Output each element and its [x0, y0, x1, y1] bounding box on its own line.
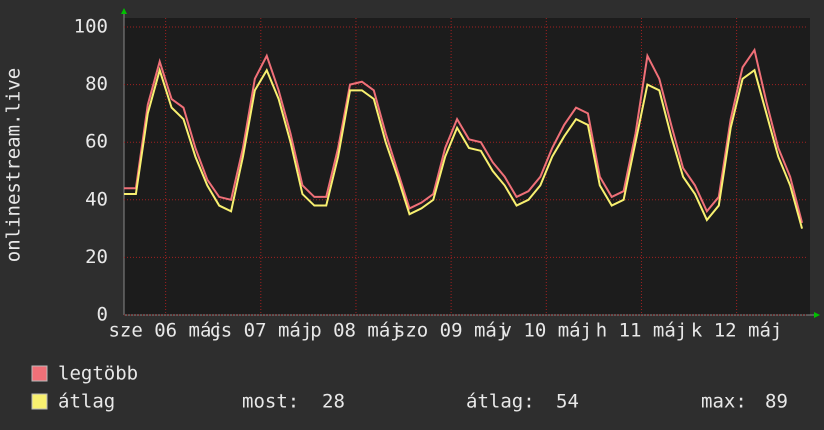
series-line — [124, 66, 804, 229]
y-tick-label: 100 — [74, 16, 108, 38]
legend-label: legtöbb — [58, 363, 138, 385]
x-tick-label: cs 07 máj — [209, 320, 312, 342]
y-tick-label: 0 — [97, 304, 108, 326]
stat-value: 89 — [765, 391, 788, 413]
stat-value: 28 — [322, 391, 345, 413]
plot-area — [124, 18, 810, 315]
stat-label: max: — [701, 391, 747, 413]
x-arrow — [814, 312, 820, 318]
x-tick-label: v 10 máj — [501, 320, 593, 342]
stat-value: 54 — [556, 391, 579, 413]
stat-label: átlag: — [466, 391, 535, 413]
legend-swatch — [31, 365, 48, 382]
x-tick-label: sze 06 máj — [108, 320, 222, 342]
x-tick-label: szo 09 máj — [394, 320, 508, 342]
legend-swatch — [31, 393, 48, 410]
y-tick-label: 20 — [85, 246, 108, 268]
x-tick-label: p 08 máj — [310, 320, 402, 342]
y-axis-label: onlinestream.live — [3, 68, 25, 262]
y-tick-label: 60 — [85, 131, 108, 153]
series-line — [124, 47, 804, 224]
x-tick-label: k 12 máj — [691, 320, 783, 342]
y-tick-label: 80 — [85, 73, 108, 95]
stat-label: most: — [242, 391, 299, 413]
legend-label: átlag — [58, 391, 115, 413]
y-tick-label: 40 — [85, 188, 108, 210]
x-tick-label: h 11 máj — [596, 320, 688, 342]
y-arrow — [121, 8, 127, 14]
